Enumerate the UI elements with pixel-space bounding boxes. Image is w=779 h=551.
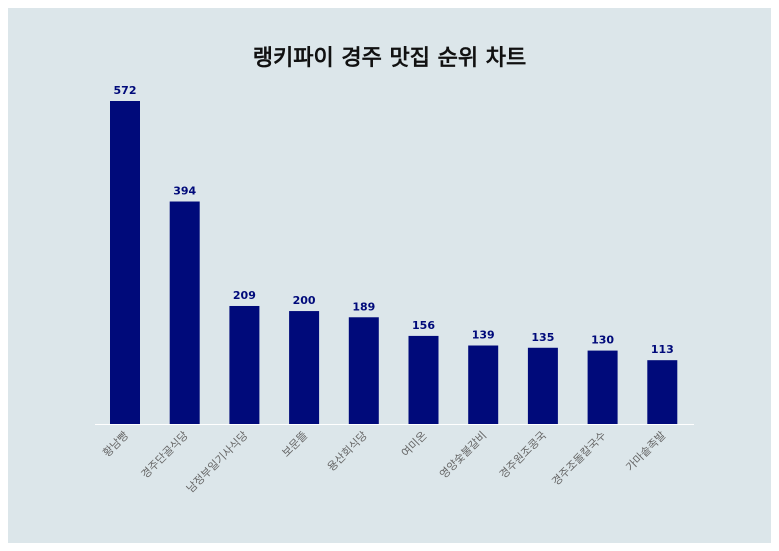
x-tick-label-0: 황남빵 [100,429,131,460]
data-label-0: 572 [114,84,137,97]
data-label-5: 156 [412,319,435,332]
bar-1 [169,201,200,424]
x-tick-label-5: 여미온 [399,429,430,460]
data-label-9: 113 [651,343,674,356]
bar-8 [587,350,618,424]
data-label-2: 209 [233,289,256,302]
x-tick-label-8: 경주조돌칼국수 [549,429,608,488]
bar-3 [289,311,320,424]
bar-0 [110,101,140,424]
data-label-8: 130 [591,334,614,347]
data-label-1: 394 [173,185,196,198]
data-label-4: 189 [352,300,375,313]
chart-title: 랭키파이 경주 맛집 순위 차트 [252,46,527,71]
bar-9 [647,360,678,424]
bar-4 [348,317,379,424]
data-label-3: 200 [293,294,316,307]
x-tick-label-9: 가마솥족발 [623,429,668,474]
bar-6 [468,345,499,424]
bar-5 [408,335,439,424]
data-label-6: 139 [472,329,495,342]
bar-2 [229,305,260,424]
bar-7 [527,347,558,424]
x-tick-label-4: 용산회식당 [325,429,370,474]
x-tick-label-6: 영양숯불갈비 [436,428,489,481]
x-tick-label-1: 경주단골식당 [139,429,191,481]
x-tick-label-3: 보문뜰 [280,429,311,460]
data-label-7: 135 [531,331,554,344]
x-tick-label-7: 경주원조콩국 [497,429,549,481]
x-tick-label-2: 남정부일기사식당 [183,428,250,495]
